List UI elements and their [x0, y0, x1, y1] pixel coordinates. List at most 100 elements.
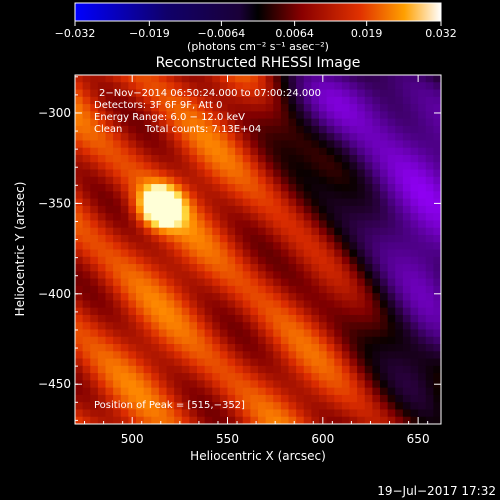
- heatmap-pixel: [82, 271, 91, 279]
- heatmap-pixel: [128, 365, 137, 374]
- heatmap-pixel: [90, 111, 99, 120]
- heatmap-pixel: [151, 358, 160, 367]
- heatmap-pixel: [326, 387, 335, 396]
- heatmap-pixel: [402, 365, 411, 374]
- heatmap-pixel: [395, 344, 404, 352]
- heatmap-pixel: [319, 227, 328, 236]
- heatmap-pixel: [113, 402, 122, 410]
- heatmap-pixel: [280, 96, 289, 105]
- heatmap-pixel: [97, 75, 106, 83]
- heatmap-pixel: [349, 205, 358, 214]
- heatmap-pixel: [296, 111, 305, 120]
- heatmap-pixel: [372, 205, 381, 214]
- heatmap-pixel: [326, 300, 335, 309]
- heatmap-pixel: [395, 293, 404, 301]
- heatmap-pixel: [97, 118, 106, 127]
- heatmap-pixel: [250, 373, 259, 381]
- heatmap-pixel: [242, 169, 251, 178]
- heatmap-pixel: [181, 147, 190, 156]
- heatmap-pixel: [296, 89, 305, 98]
- heatmap-pixel: [235, 205, 244, 214]
- heatmap-pixel: [303, 104, 312, 112]
- heatmap-pixel: [143, 191, 152, 199]
- heatmap-pixel: [166, 322, 175, 330]
- heatmap-pixel: [136, 169, 145, 178]
- heatmap-pixel: [395, 409, 404, 418]
- heatmap-pixel: [326, 242, 335, 250]
- heatmap-pixel: [288, 111, 297, 120]
- heatmap-pixel: [151, 96, 160, 105]
- heatmap-pixel: [387, 307, 396, 316]
- colorbar-tick-label: −0.019: [129, 27, 170, 40]
- heatmap-pixel: [97, 133, 106, 141]
- heatmap-pixel: [158, 191, 167, 199]
- heatmap-pixel: [174, 402, 183, 410]
- heatmap-pixel: [189, 416, 198, 425]
- heatmap-pixel: [395, 118, 404, 127]
- heatmap-pixel: [181, 191, 190, 199]
- heatmap-pixel: [189, 285, 198, 294]
- heatmap-pixel: [288, 416, 297, 425]
- heatmap-pixel: [410, 198, 419, 207]
- heatmap-pixel: [402, 256, 411, 265]
- heatmap-pixel: [166, 89, 175, 98]
- heatmap-pixel: [326, 191, 335, 199]
- heatmap-pixel: [433, 184, 442, 192]
- heatmap-pixel: [212, 169, 221, 178]
- heatmap-pixel: [364, 147, 373, 156]
- heatmap-pixel: [189, 133, 198, 141]
- heatmap-pixel: [235, 89, 244, 98]
- heatmap-pixel: [166, 300, 175, 309]
- heatmap-pixel: [212, 184, 221, 192]
- heatmap-pixel: [82, 205, 91, 214]
- heatmap-pixel: [280, 176, 289, 185]
- heatmap-pixel: [242, 314, 251, 323]
- heatmap-pixel: [204, 234, 213, 243]
- heatmap-pixel: [242, 264, 251, 272]
- heatmap-pixel: [219, 394, 228, 403]
- heatmap-pixel: [410, 118, 419, 127]
- heatmap-pixel: [250, 285, 259, 294]
- heatmap-pixel: [288, 104, 297, 112]
- heatmap-pixel: [341, 140, 350, 149]
- heatmap-pixel: [410, 365, 419, 374]
- heatmap-pixel: [303, 162, 312, 170]
- heatmap-pixel: [174, 285, 183, 294]
- heatmap-pixel: [387, 125, 396, 134]
- x-tick-label: 600: [311, 432, 334, 446]
- heatmap-pixel: [158, 96, 167, 105]
- heatmap-pixel: [265, 344, 274, 352]
- heatmap-pixel: [265, 278, 274, 287]
- heatmap-pixel: [425, 227, 434, 236]
- heatmap-pixel: [120, 351, 129, 359]
- heatmap-pixel: [219, 184, 228, 192]
- heatmap-pixel: [418, 249, 427, 258]
- heatmap-pixel: [151, 75, 160, 83]
- heatmap-pixel: [341, 176, 350, 185]
- heatmap-pixel: [120, 176, 129, 185]
- heatmap-pixel: [143, 285, 152, 294]
- heatmap-pixel: [166, 198, 175, 207]
- heatmap-pixel: [113, 220, 122, 229]
- heatmap-pixel: [166, 154, 175, 163]
- x-tick-label: 650: [407, 432, 430, 446]
- heatmap-pixel: [265, 365, 274, 374]
- heatmap-pixel: [303, 205, 312, 214]
- heatmap-pixel: [212, 380, 221, 389]
- heatmap-pixel: [319, 285, 328, 294]
- heatmap-pixel: [204, 307, 213, 316]
- heatmap-pixel: [204, 227, 213, 236]
- heatmap-pixel: [151, 409, 160, 418]
- heatmap-pixel: [235, 125, 244, 134]
- heatmap-pixel: [166, 111, 175, 120]
- heatmap-pixel: [136, 147, 145, 156]
- heatmap-pixel: [364, 285, 373, 294]
- heatmap-pixel: [288, 336, 297, 345]
- heatmap-pixel: [90, 322, 99, 330]
- heatmap-pixel: [410, 154, 419, 163]
- heatmap-pixel: [113, 416, 122, 425]
- heatmap-pixel: [402, 416, 411, 425]
- colorbar-gradient: [74, 2, 442, 22]
- heatmap-pixel: [425, 314, 434, 323]
- heatmap-pixel: [235, 409, 244, 418]
